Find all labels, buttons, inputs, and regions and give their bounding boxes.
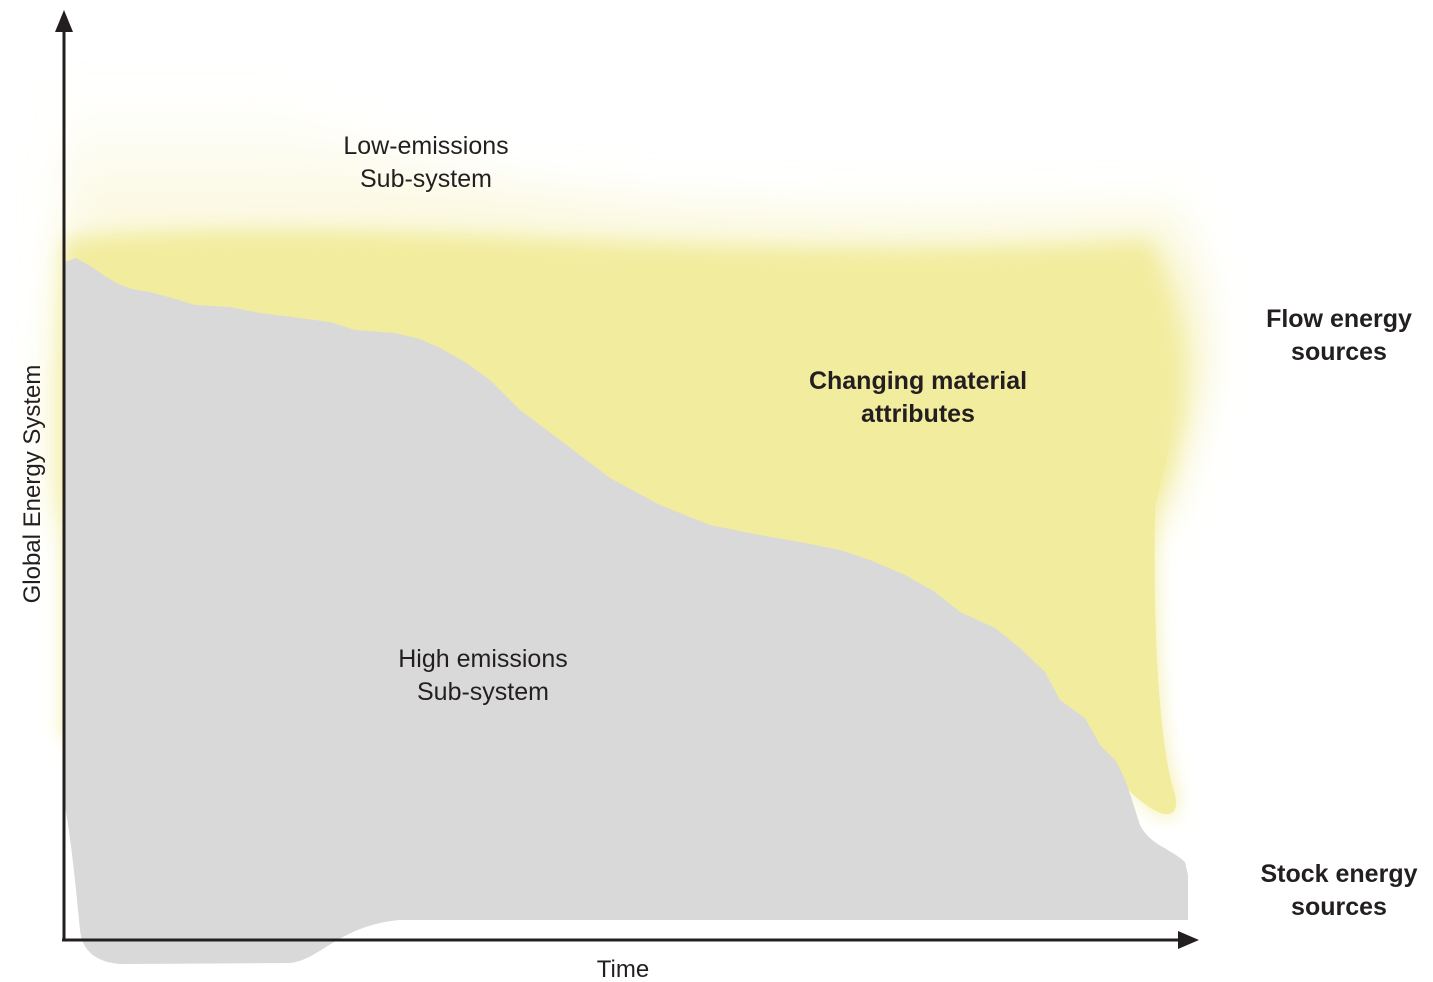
changing-attributes-line1: Changing material — [809, 367, 1027, 395]
yellow-tail — [1040, 396, 1177, 815]
stock-energy-line2: sources — [1291, 893, 1387, 921]
flow-energy-line1: Flow energy — [1266, 305, 1412, 333]
axes — [55, 10, 1199, 949]
flow-energy-line2: sources — [1291, 338, 1387, 366]
low-emissions-line2: Sub-system — [360, 165, 492, 193]
stock-energy-label: Stock energy sources — [1260, 860, 1417, 921]
high-emissions-line2: Sub-system — [417, 678, 549, 706]
changing-attributes-label: Changing material attributes — [809, 367, 1027, 428]
high-emissions-region — [64, 258, 1188, 964]
flow-energy-label: Flow energy sources — [1266, 305, 1412, 366]
low-emissions-line1: Low-emissions — [343, 132, 508, 160]
y-axis-arrow-icon — [55, 10, 73, 32]
low-emissions-label: Low-emissions Sub-system — [343, 132, 508, 193]
high-emissions-label: High emissions Sub-system — [398, 645, 568, 706]
stock-energy-line1: Stock energy — [1260, 860, 1417, 888]
changing-attributes-line2: attributes — [861, 400, 975, 428]
x-axis-arrow-icon — [1178, 931, 1199, 949]
high-emissions-line1: High emissions — [398, 645, 568, 673]
y-axis-label: Global Energy System — [19, 365, 46, 604]
x-axis-label: Time — [597, 956, 649, 982]
